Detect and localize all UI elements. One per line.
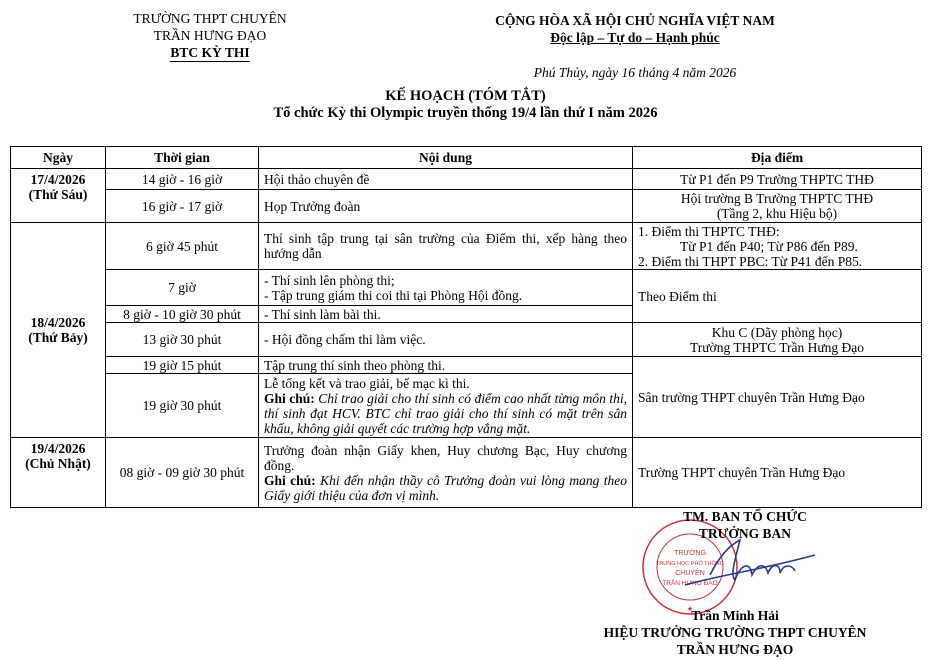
col-date: Ngày xyxy=(10,146,106,169)
day-cell: 18/4/2026 (Thứ Bảy) xyxy=(10,222,106,438)
svg-text:TRẦN HƯNG ĐẠO: TRẦN HƯNG ĐẠO xyxy=(662,577,717,587)
signature-block: TM. BAN TỔ CHỨC TRƯỞNG BAN xyxy=(620,508,870,542)
place-cell: Hội trường B Trường THPTC THĐ (Tầng 2, kh… xyxy=(632,189,922,223)
content-cell: Trưởng đoàn nhận Giấy khen, Huy chương B… xyxy=(258,437,633,508)
content-cell: Họp Trưởng đoàn xyxy=(258,189,633,223)
table-row: 13 giờ 30 phút - Hội đồng chấm thi làm v… xyxy=(11,322,922,357)
table-header: Ngày Thời gian Nội dung Địa điểm xyxy=(10,146,922,169)
day-cell: 19/4/2026 (Chủ Nhật) xyxy=(10,437,106,508)
content-cell: Hội thảo chuyên đề xyxy=(258,168,633,190)
national-title: CỘNG HÒA XÃ HỘI CHỦ NGHĨA VIỆT NAM xyxy=(495,13,775,28)
committee: BTC KỲ THI xyxy=(170,45,250,62)
place-cell: Sân trường THPT chuyên Trần Hưng Đạo xyxy=(632,356,922,438)
table-row: 18/4/2026 (Thứ Bảy) 6 giờ 45 phút Thí sin… xyxy=(10,222,922,438)
time-cell: 19 giờ 15 phút xyxy=(105,356,259,374)
content-cell: Tập trung thí sinh theo phòng thi. xyxy=(258,356,633,374)
place-cell: Khu C (Dãy phòng học) Trường THPTC Trần H… xyxy=(632,322,922,357)
col-content: Nội dung xyxy=(258,146,633,169)
table-row: 7 giờ - Thí sinh lên phòng thi; - Tập tru… xyxy=(11,269,922,323)
table-row: 19 giờ 15 phút Tập trung thí sinh theo p… xyxy=(11,356,922,438)
table-row: 19 giờ 30 phút Lễ tổng kết và trao giải,… xyxy=(11,373,922,438)
col-time: Thời gian xyxy=(105,146,259,169)
time-cell: 19 giờ 30 phút xyxy=(105,373,259,438)
signature-mark xyxy=(684,538,816,586)
content-cell: - Thí sinh làm bài thi. xyxy=(258,305,633,323)
title-line-2: Tổ chức Kỳ thi Olympic truyền thống 19/4… xyxy=(273,105,658,121)
signer: Trần Minh Hải HIỆU TRƯỞNG TRƯỜNG THPT CH… xyxy=(560,607,910,658)
time-cell: 8 giờ - 10 giờ 30 phút xyxy=(105,305,259,323)
title-line-1: KẾ HOẠCH (TÓM TẮT) xyxy=(385,88,546,104)
content-cell: Lễ tổng kết và trao giải, bế mạc kì thi.… xyxy=(258,373,633,438)
school-name-2: TRẦN HƯNG ĐẠO xyxy=(153,28,267,43)
day-cell: 17/4/2026 (Thứ Sáu) xyxy=(10,168,106,223)
table-row: 19/4/2026 (Chủ Nhật) 08 giờ - 09 giờ 30 p… xyxy=(10,437,922,508)
content-cell: - Hội đồng chấm thi làm việc. xyxy=(258,322,633,357)
table-row: 17/4/2026 (Thứ Sáu) 14 giờ - 16 giờ Hội t… xyxy=(10,168,922,223)
svg-text:TRƯỜNG: TRƯỜNG xyxy=(674,548,706,557)
place-cell: 1. Điểm thi THPTC THĐ: Từ P1 đến P40; Từ … xyxy=(632,222,922,270)
time-cell: 13 giờ 30 phút xyxy=(105,322,259,357)
header-left: TRƯỜNG THPT CHUYÊN TRẦN HƯNG ĐẠO BTC KỲ … xyxy=(95,10,325,62)
page-title: KẾ HOẠCH (TÓM TẮT) Tổ chức Kỳ thi Olympi… xyxy=(0,88,931,122)
signer-title: HIỆU TRƯỞNG TRƯỜNG THPT CHUYÊN xyxy=(603,625,867,640)
table-row: 16 giờ - 17 giờ Họp Trưởng đoàn Hội trườ… xyxy=(11,189,922,223)
sign-org: TM. BAN TỔ CHỨC xyxy=(683,509,807,524)
official-seal: TRƯỜNG TRUNG HỌC PHỔ THÔNG CHUYÊN TRẦN H… xyxy=(642,519,738,615)
place-cell: Trường THPT chuyên Trần Hưng Đạo xyxy=(632,437,922,508)
svg-text:TRUNG HỌC PHỔ THÔNG: TRUNG HỌC PHỔ THÔNG xyxy=(656,560,724,567)
school-name: TRƯỜNG THPT CHUYÊN xyxy=(133,11,287,26)
time-cell: 7 giờ xyxy=(105,269,259,306)
place-cell: Từ P1 đến P9 Trường THPTC THĐ xyxy=(632,168,922,190)
svg-text:★: ★ xyxy=(687,605,693,613)
signer-title-2: TRẦN HƯNG ĐẠO xyxy=(676,642,794,657)
time-cell: 08 giờ - 09 giờ 30 phút xyxy=(105,437,259,508)
signer-name: Trần Minh Hải xyxy=(691,608,779,623)
col-place: Địa điểm xyxy=(632,146,922,169)
svg-text:CHUYÊN: CHUYÊN xyxy=(675,568,705,577)
time-cell: 14 giờ - 16 giờ xyxy=(105,168,259,190)
sign-role: TRƯỞNG BAN xyxy=(698,526,792,541)
place-cell: Theo Điểm thi xyxy=(632,269,922,323)
header-right: CỘNG HÒA XÃ HỘI CHỦ NGHĨA VIỆT NAM Độc l… xyxy=(420,12,850,46)
content-cell: - Thí sinh lên phòng thi; - Tập trung giá… xyxy=(258,269,633,306)
time-cell: 16 giờ - 17 giờ xyxy=(105,189,259,223)
time-cell: 6 giờ 45 phút xyxy=(105,222,259,270)
motto: Độc lập – Tự do – Hạnh phúc xyxy=(550,30,720,45)
doc-date: Phú Thủy, ngày 16 tháng 4 năm 2026 xyxy=(533,65,737,80)
schedule-table: Ngày Thời gian Nội dung Địa điểm 17/4/20… xyxy=(10,146,922,508)
content-cell: Thí sinh tập trung tại sân trường của Đi… xyxy=(258,222,633,270)
